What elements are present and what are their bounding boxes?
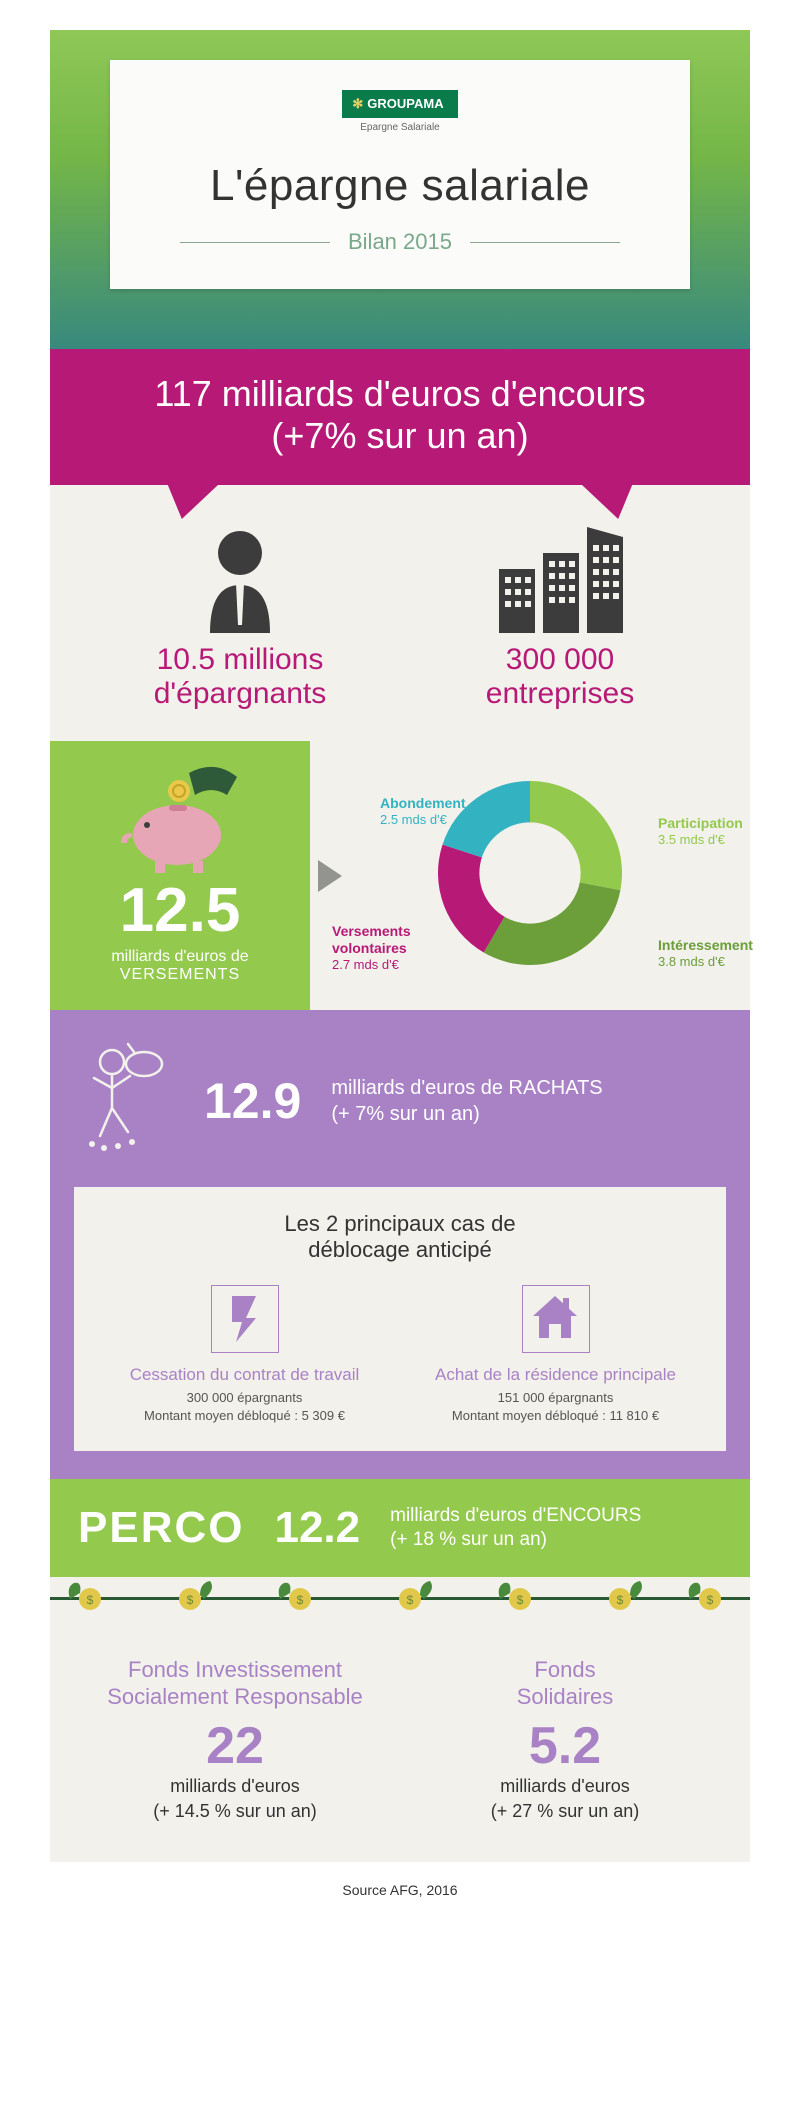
perco-word: PERCO [78, 1503, 244, 1553]
donut-label: Abondement2.5 mds d'€ [380, 795, 466, 827]
deblocage-col-2: Achat de la résidence principale 151 000… [415, 1285, 696, 1425]
donut-label: Participation3.5 mds d'€ [658, 815, 743, 847]
funds-col-1: Fonds Investissement Socialement Respons… [70, 1657, 400, 1822]
svg-text:$: $ [517, 1593, 524, 1607]
svg-text:$: $ [617, 1593, 624, 1607]
logo-brand: GROUPAMA [367, 96, 443, 111]
child-piggy-icon [74, 1038, 184, 1163]
rachats-line1: milliards d'euros de RACHATS [331, 1077, 602, 1099]
funds1-unit: milliards d'euros [70, 1776, 400, 1797]
page-title: L'épargne salariale [150, 161, 650, 211]
svg-text:$: $ [187, 1593, 194, 1607]
deblocage-col-1: Cessation du contrat de travail 300 000 … [104, 1285, 385, 1425]
versements-row: 12.5 milliards d'euros de VERSEMENTS Par… [50, 741, 750, 1010]
perco-line1: milliards d'euros d'ENCOURS [390, 1505, 641, 1526]
rule-right [470, 242, 620, 243]
deb2-title: Achat de la résidence principale [415, 1365, 696, 1385]
deblocage-title: Les 2 principaux cas de déblocage antici… [104, 1211, 696, 1263]
deb1-line1: 300 000 épargnants [104, 1389, 385, 1407]
deb1-line2: Montant moyen débloqué : 5 309 € [104, 1407, 385, 1425]
source-line: Source AFG, 2016 [50, 1882, 750, 1898]
funds2-delta: (+ 27 % sur un an) [400, 1801, 730, 1822]
house-icon [522, 1285, 590, 1353]
person-icon [80, 525, 400, 635]
deb2-line2: Montant moyen débloqué : 11 810 € [415, 1407, 696, 1425]
savers-companies-row: 10.5 millions d'épargnants [50, 485, 750, 741]
companies-col: 300 000 entreprises [400, 525, 720, 711]
versements-panel: 12.5 milliards d'euros de VERSEMENTS [50, 741, 310, 1010]
funds1-delta: (+ 14.5 % sur un an) [70, 1801, 400, 1822]
banner-tail-right [578, 481, 646, 519]
funds2-title: Fonds Solidaires [400, 1657, 730, 1710]
headline-line1: 117 milliards d'euros d'encours [70, 373, 730, 415]
companies-label: entreprises [400, 677, 720, 711]
savers-col: 10.5 millions d'épargnants [80, 525, 400, 711]
deb1-title: Cessation du contrat de travail [104, 1365, 385, 1385]
savers-label: d'épargnants [80, 677, 400, 711]
donut-chart: Participation3.5 mds d'€Intéressement3.8… [420, 763, 640, 988]
deblocage-section: Les 2 principaux cas de déblocage antici… [50, 1187, 750, 1479]
infographic-root: ✻GROUPAMA Epargne Salariale L'épargne sa… [50, 0, 750, 1918]
rachats-line2: (+ 7% sur un an) [331, 1103, 479, 1125]
perco-text: milliards d'euros d'ENCOURS (+ 18 % sur … [390, 1504, 641, 1553]
funds-row: Fonds Investissement Socialement Respons… [50, 1631, 750, 1862]
funds2-unit: milliards d'euros [400, 1776, 730, 1797]
header-panel: ✻GROUPAMA Epargne Salariale L'épargne sa… [50, 30, 750, 349]
rule-left [180, 242, 330, 243]
deb2-line1: 151 000 épargnants [415, 1389, 696, 1407]
donut-slice [530, 781, 622, 890]
subtitle-text: Bilan 2015 [348, 229, 452, 255]
donut-label: Intéressement3.8 mds d'€ [658, 937, 753, 969]
deblocage-card: Les 2 principaux cas de déblocage antici… [74, 1187, 726, 1451]
arrow-icon [318, 860, 342, 892]
contract-break-icon [211, 1285, 279, 1353]
headline-line2: (+7% sur un an) [70, 415, 730, 457]
savers-value: 10.5 millions [80, 643, 400, 677]
headline-banner: 117 milliards d'euros d'encours (+7% sur… [50, 349, 750, 485]
versements-sub: milliards d'euros de VERSEMENTS [62, 948, 298, 984]
buildings-icon [400, 525, 720, 635]
funds-col-2: Fonds Solidaires 5.2 milliards d'euros (… [400, 1657, 730, 1822]
svg-text:$: $ [87, 1593, 94, 1607]
donut-label: Versementsvolontaires2.7 mds d'€ [332, 923, 411, 972]
funds2-amount: 5.2 [400, 1720, 730, 1772]
versements-word: VERSEMENTS [120, 966, 240, 983]
logo-block: ✻GROUPAMA Epargne Salariale [150, 90, 650, 133]
header-card: ✻GROUPAMA Epargne Salariale L'épargne sa… [110, 60, 690, 289]
svg-text:$: $ [297, 1593, 304, 1607]
rachats-text: milliards d'euros de RACHATS (+ 7% sur u… [331, 1075, 602, 1127]
piggy-icon [62, 765, 298, 880]
funds1-title: Fonds Investissement Socialement Respons… [70, 1657, 400, 1710]
rachats-amount: 12.9 [204, 1072, 301, 1130]
svg-text:$: $ [407, 1593, 414, 1607]
perco-line2: (+ 18 % sur un an) [390, 1529, 547, 1550]
donut-slice [484, 882, 621, 965]
companies-value: 300 000 [400, 643, 720, 677]
svg-text:$: $ [707, 1593, 714, 1607]
perco-amount: 12.2 [274, 1503, 360, 1553]
rachats-banner: 12.9 milliards d'euros de RACHATS (+ 7% … [50, 1010, 750, 1187]
funds1-amount: 22 [70, 1720, 400, 1772]
versements-unit: milliards d'euros de [111, 948, 248, 965]
vine-decoration: $ $ $ $ $ $ $ [50, 1577, 750, 1631]
donut-panel: Participation3.5 mds d'€ Intéressement3.8… [310, 741, 750, 1010]
logo-subtitle: Epargne Salariale [150, 122, 650, 133]
perco-banner: PERCO 12.2 milliards d'euros d'ENCOURS (… [50, 1479, 750, 1577]
versements-amount: 12.5 [62, 880, 298, 942]
subtitle-row: Bilan 2015 [150, 229, 650, 255]
